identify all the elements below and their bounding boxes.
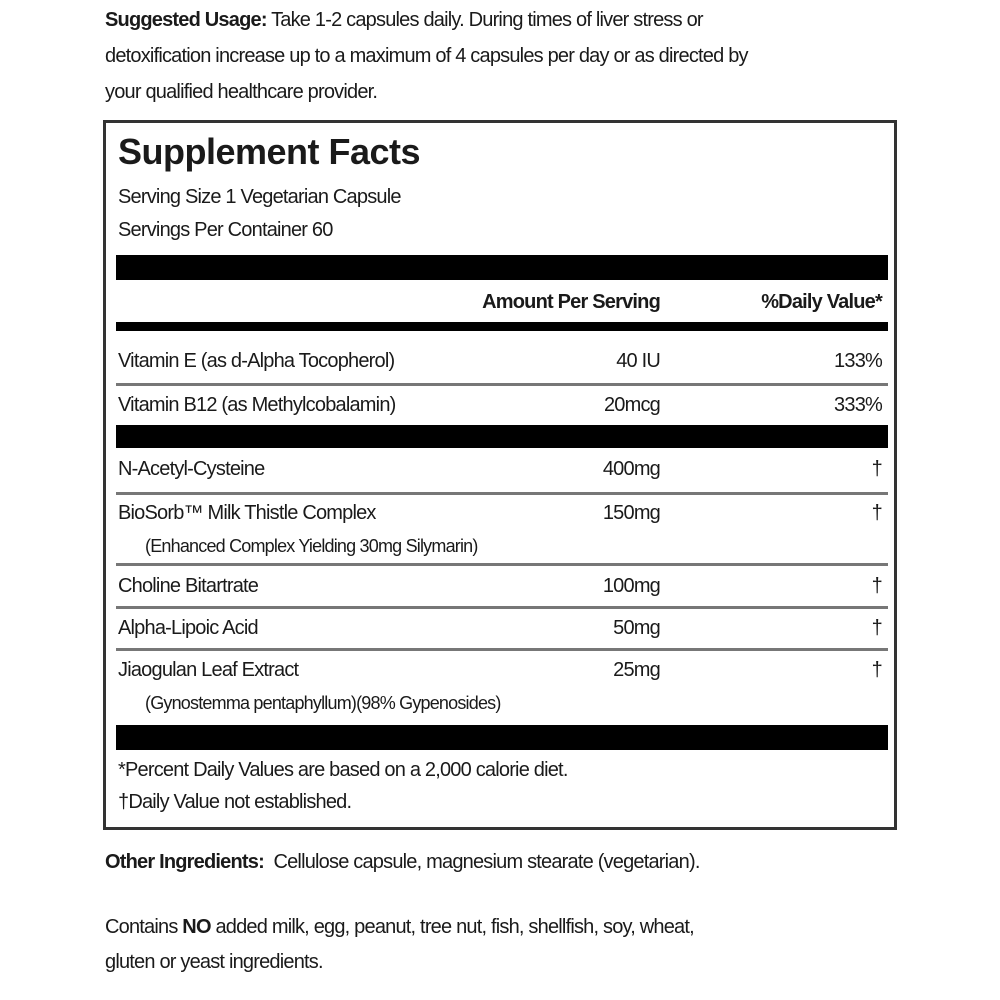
divider-bar: [116, 322, 888, 331]
other-ingredients-text: Cellulose capsule, magnesium stearate (v…: [263, 851, 700, 873]
facts-title: Supplement Facts: [118, 131, 421, 172]
divider-bar: [116, 255, 888, 280]
ala-amount: 50mg: [613, 617, 661, 639]
row-divider: [116, 563, 888, 566]
jiaogulan-amount: 25mg: [613, 659, 661, 681]
suggested-usage-label: Suggested Usage:: [105, 9, 267, 31]
row-divider: [116, 648, 888, 651]
header-amount: Amount Per Serving: [482, 291, 661, 313]
vitamin-e-amount: 40 IU: [616, 350, 661, 372]
allergen-line-2: gluten or yeast ingredients.: [105, 951, 324, 973]
milk-thistle-sub: (Enhanced Complex Yielding 30mg Silymari…: [145, 536, 478, 556]
row-divider: [116, 606, 888, 609]
vitamin-e-name: Vitamin E (as d-Alpha Tocopherol): [118, 350, 395, 372]
footnote-not-established: †Daily Value not established.: [118, 791, 352, 813]
vitamin-b12-dv: 333%: [834, 394, 883, 416]
row-divider: [116, 383, 888, 386]
usage-text: Take 1-2 capsules daily. During times of…: [266, 9, 703, 31]
divider-bar: [116, 425, 888, 448]
choline-name: Choline Bitartrate: [118, 575, 259, 597]
jiaogulan-sub: (Gynostemma pentaphyllum)(98% Gypenoside…: [145, 693, 501, 713]
nac-name: N-Acetyl-Cysteine: [118, 458, 265, 480]
usage-line-3: your qualified healthcare provider.: [105, 81, 378, 103]
contains-prefix: Contains: [105, 916, 183, 938]
ala-dv: †: [871, 617, 883, 639]
contains-list: added milk, egg, peanut, tree nut, fish,…: [210, 916, 694, 938]
milk-thistle-name: BioSorb™ Milk Thistle Complex: [118, 502, 376, 524]
other-ingredients-label: Other Ingredients:: [105, 851, 265, 873]
vitamin-b12-name: Vitamin B12 (as Methylcobalamin): [118, 394, 396, 416]
row-divider: [116, 492, 888, 495]
nac-amount: 400mg: [602, 458, 661, 480]
suggested-usage: Suggested Usage: Take 1-2 capsules daily…: [105, 8, 704, 32]
vitamin-e-dv: 133%: [834, 350, 883, 372]
divider-bar: [116, 725, 888, 750]
vitamin-b12-amount: 20mcg: [603, 394, 661, 416]
contains-no: NO: [182, 916, 211, 938]
choline-amount: 100mg: [602, 575, 661, 597]
serving-size: Serving Size 1 Vegetarian Capsule: [118, 186, 401, 208]
ala-name: Alpha-Lipoic Acid: [118, 617, 259, 639]
usage-line-2: detoxification increase up to a maximum …: [105, 45, 749, 67]
choline-dv: †: [871, 575, 883, 597]
allergen-statement: Contains NO added milk, egg, peanut, tre…: [105, 915, 695, 939]
header-daily-value: %Daily Value*: [761, 291, 883, 313]
other-ingredients: Other Ingredients: Cellulose capsule, ma…: [105, 850, 700, 874]
nac-dv: †: [871, 458, 883, 480]
jiaogulan-name: Jiaogulan Leaf Extract: [118, 659, 299, 681]
milk-thistle-amount: 150mg: [602, 502, 661, 524]
servings-per-container: Servings Per Container 60: [118, 219, 333, 241]
jiaogulan-dv: †: [871, 659, 883, 681]
supplement-facts-panel: [103, 120, 897, 830]
milk-thistle-dv: †: [871, 502, 883, 524]
footnote-daily-values: *Percent Daily Values are based on a 2,0…: [118, 759, 568, 781]
